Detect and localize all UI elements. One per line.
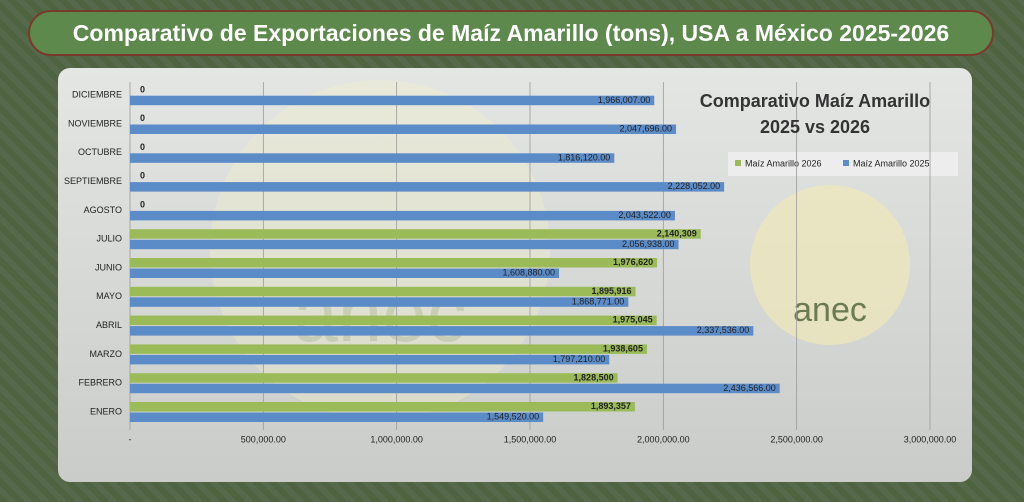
data-label: 2,436,566.00 [723, 383, 776, 393]
y-tick-label: MAYO [96, 291, 122, 301]
watermark-text: anec [293, 269, 466, 358]
data-label: 2,056,938.00 [622, 239, 675, 249]
y-tick-label: MARZO [90, 349, 123, 359]
data-label: 2,228,052.00 [668, 181, 721, 191]
y-tick-label: ENERO [90, 406, 122, 416]
bar [130, 124, 677, 134]
bar [130, 297, 629, 307]
bar [130, 383, 780, 394]
data-label: 2,043,522.00 [618, 210, 671, 220]
legend-label: Maíz Amarillo 2025 [853, 158, 930, 168]
bar [130, 258, 658, 268]
data-label: 1,549,520.00 [487, 412, 540, 422]
x-tick-label: 1,500,000.00 [504, 434, 557, 444]
y-tick-label: SEPTIEMBRE [64, 176, 122, 186]
logo-text: anec [793, 291, 867, 329]
bar [130, 210, 675, 221]
data-label: 1,828,500 [574, 372, 614, 382]
data-label: 2,140,309 [657, 228, 697, 238]
bar [130, 344, 647, 354]
y-tick-label: NOVIEMBRE [68, 118, 122, 128]
data-label: 1,608,880.00 [502, 268, 555, 278]
data-label: 0 [140, 113, 145, 123]
bar [130, 315, 657, 326]
page-title: Comparativo de Exportaciones de Maíz Ama… [28, 10, 994, 56]
data-label: 1,816,120.00 [558, 152, 611, 162]
data-label: 2,047,696.00 [619, 124, 672, 134]
bar [130, 182, 725, 192]
y-tick-label: DICIEMBRE [72, 90, 122, 100]
data-label: 1,868,771.00 [572, 296, 625, 306]
data-label: 0 [140, 200, 145, 210]
bar [130, 153, 615, 163]
data-label: 2,337,536.00 [697, 325, 750, 335]
y-tick-label: ABRIL [96, 320, 122, 330]
data-label: 1,975,045 [613, 315, 653, 325]
bar [130, 286, 636, 297]
data-label: 1,893,357 [591, 401, 631, 411]
bar [130, 373, 618, 383]
data-label: 1,976,620 [613, 257, 653, 267]
x-tick-label: 3,000,000.00 [904, 434, 957, 444]
data-label: 1,966,007.00 [598, 95, 651, 105]
y-tick-label: OCTUBRE [78, 147, 122, 157]
bar [130, 239, 679, 250]
x-tick-label: 2,000,000.00 [637, 434, 690, 444]
chart-title: Comparativo Maíz Amarillo 2025 vs 2026 [699, 91, 931, 137]
data-label: 0 [140, 142, 145, 152]
data-label: 1,895,916 [592, 286, 632, 296]
bar [130, 412, 544, 422]
data-label: 0 [140, 171, 145, 181]
legend: Maíz Amarillo 2026 Maíz Amarillo 2025 [728, 152, 958, 176]
data-label: 1,797,210.00 [553, 354, 606, 364]
x-tick-label: 500,000.00 [241, 434, 286, 444]
legend-swatch [735, 160, 741, 166]
bar [130, 402, 635, 412]
x-tick-label: 1,000,000.00 [370, 434, 423, 444]
y-tick-label: FEBRERO [78, 378, 122, 388]
bar [130, 354, 610, 365]
bar [130, 268, 560, 278]
legend-swatch [843, 160, 849, 166]
legend-label: Maíz Amarillo 2026 [745, 158, 822, 168]
data-label: 0 [140, 84, 145, 94]
y-tick-label: JULIO [96, 234, 122, 244]
y-tick-label: AGOSTO [84, 205, 122, 215]
bar [130, 229, 701, 239]
logo [750, 185, 910, 345]
y-tick-label: JUNIO [95, 262, 122, 272]
bar [130, 95, 655, 106]
bar [130, 326, 754, 336]
data-label: 1,938,605 [603, 344, 643, 354]
x-tick-label: - [129, 434, 132, 444]
x-tick-label: 2,500,000.00 [770, 434, 823, 444]
